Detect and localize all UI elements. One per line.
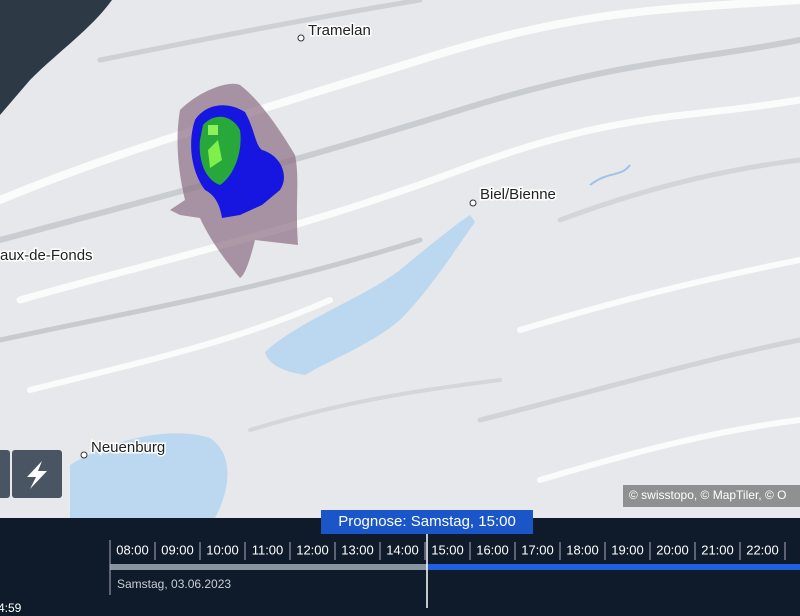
place-dot [469,199,477,207]
timeline-forecast-track [427,564,800,570]
place-dot [297,34,305,42]
current-time: 4:59 [0,601,22,615]
hour-label: 17:00 [521,542,554,557]
place-label: Neuenburg [91,439,165,456]
attribution: © swisstopo, © MapTiler, © O [629,488,786,502]
radar-overlay [170,83,298,278]
river [589,164,631,186]
hour-label: 19:00 [611,542,644,557]
hour-label: 16:00 [476,542,509,557]
forecast-badge[interactable] [321,510,533,534]
lake-biel [265,215,475,375]
attribution-bg [623,485,800,507]
hour-label: 08:00 [116,542,149,557]
place-dot [80,451,88,459]
hour-label: 12:00 [296,542,329,557]
place-label: Tramelan [308,22,371,39]
lake-dark [0,0,112,115]
hour-label: 13:00 [341,542,374,557]
lightning-icon [27,461,47,489]
place-label: Biel/Bienne [480,186,556,203]
date-label: Samstag, 03.06.2023 [117,577,231,591]
hour-label: 21:00 [701,542,734,557]
hour-label: 10:00 [206,542,239,557]
place-label: aux-de-Fonds [0,247,93,264]
hour-labels: 08:00 09:00 10:00 11:00 12:00 13:00 14:00 15:00… [116,542,786,560]
terrain [0,0,800,483]
map-background [0,0,800,518]
hour-label: 20:00 [656,542,689,557]
hour-label: 22:00 [746,542,779,557]
lake-neuchatel [70,433,228,518]
hour-label: 14:00 [386,542,419,557]
hour-label: 11:00 [252,542,284,557]
hour-label: 09:00 [161,542,194,557]
layer-button[interactable] [0,450,10,498]
place-labels: Tramelan Biel/Bienne aux-de-Fonds Neuenb… [0,20,557,459]
hour-label: 18:00 [566,542,599,557]
hour-label: 15:00 [431,542,464,557]
forecast-label: Prognose: Samstag, 15:00 [338,513,516,530]
